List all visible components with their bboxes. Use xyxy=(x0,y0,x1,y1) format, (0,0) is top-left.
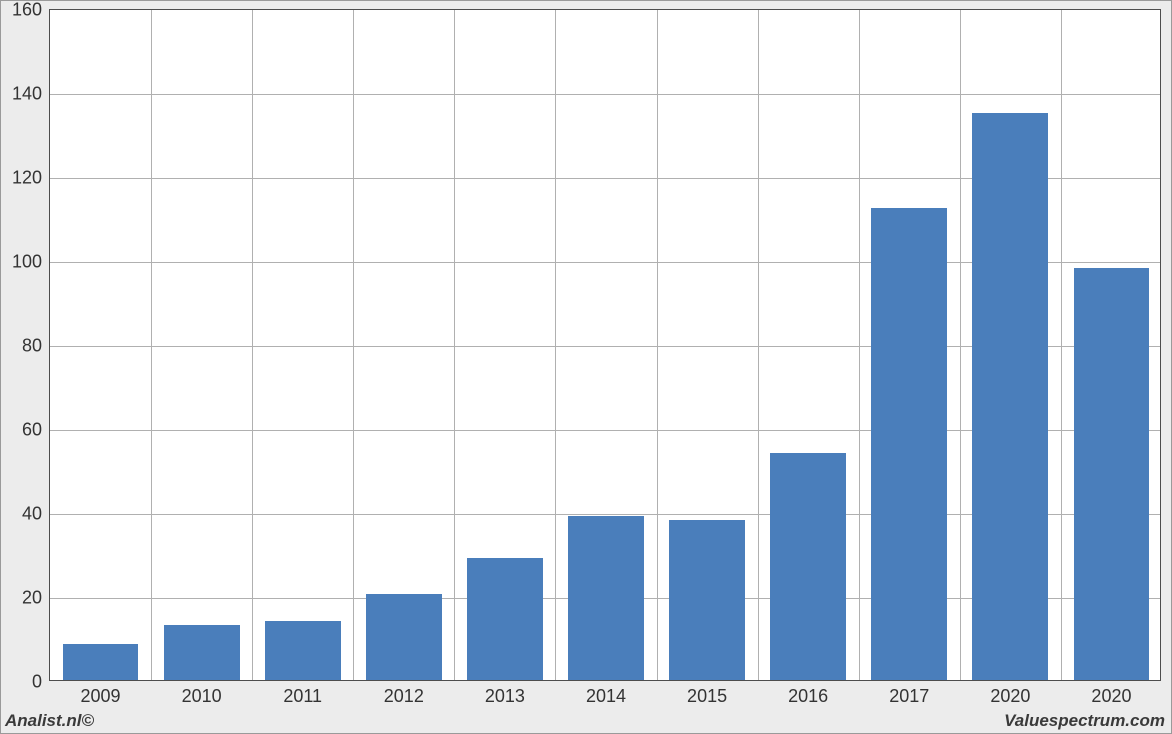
x-axis-tick-label: 2020 xyxy=(990,680,1030,707)
x-axis-tick-label: 2016 xyxy=(788,680,828,707)
x-axis-tick-label: 2011 xyxy=(283,680,322,707)
x-axis-tick-label: 2015 xyxy=(687,680,727,707)
y-axis-tick-label: 60 xyxy=(22,420,50,441)
x-axis-tick-label: 2012 xyxy=(384,680,424,707)
y-axis-tick-label: 80 xyxy=(22,336,50,357)
y-axis-tick-label: 100 xyxy=(12,252,50,273)
gridline-vertical xyxy=(960,10,961,680)
x-axis-tick-label: 2013 xyxy=(485,680,525,707)
bar xyxy=(63,644,139,680)
bar xyxy=(669,520,745,680)
bar xyxy=(467,558,543,680)
x-axis-tick-label: 2020 xyxy=(1091,680,1131,707)
y-axis-tick-label: 0 xyxy=(32,672,50,693)
plot-area: 0204060801001201401602009201020112012201… xyxy=(49,9,1161,681)
y-axis-tick-label: 40 xyxy=(22,504,50,525)
gridline-vertical xyxy=(454,10,455,680)
bar xyxy=(871,208,947,681)
y-axis-tick-label: 120 xyxy=(12,168,50,189)
y-axis-tick-label: 140 xyxy=(12,84,50,105)
gridline-vertical xyxy=(353,10,354,680)
gridline-vertical xyxy=(657,10,658,680)
x-axis-tick-label: 2010 xyxy=(182,680,222,707)
gridline-vertical xyxy=(859,10,860,680)
bar xyxy=(568,516,644,680)
bar xyxy=(1074,268,1150,680)
y-axis-tick-label: 20 xyxy=(22,588,50,609)
gridline-vertical xyxy=(555,10,556,680)
bar xyxy=(770,453,846,680)
gridline-horizontal xyxy=(50,94,1160,95)
bar xyxy=(366,594,442,680)
gridline-vertical xyxy=(758,10,759,680)
x-axis-tick-label: 2009 xyxy=(81,680,121,707)
footer-right: Valuespectrum.com xyxy=(1004,711,1165,731)
gridline-vertical xyxy=(151,10,152,680)
x-axis-tick-label: 2014 xyxy=(586,680,626,707)
chart-container: 0 20 40 60 80 100 120 140 160 2009 2010 2011 2012 201… xyxy=(0,0,1172,734)
gridline-vertical xyxy=(252,10,253,680)
footer-left: Analist.nl© xyxy=(5,711,94,731)
bar xyxy=(265,621,341,680)
bar xyxy=(164,625,240,680)
x-axis-tick-label: 2017 xyxy=(889,680,929,707)
bar xyxy=(972,113,1048,680)
gridline-vertical xyxy=(1061,10,1062,680)
y-axis-tick-label: 160 xyxy=(12,0,50,21)
